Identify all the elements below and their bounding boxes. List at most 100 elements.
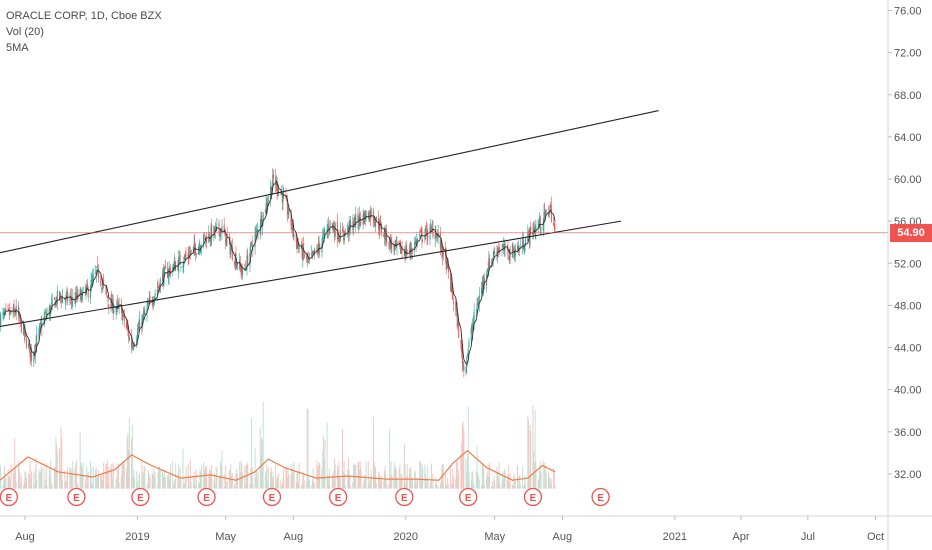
candle-body <box>393 244 395 251</box>
volume-bar <box>292 471 294 489</box>
candle-body <box>157 286 159 288</box>
candle-body <box>147 302 149 306</box>
earnings-marker[interactable]: E <box>523 487 543 507</box>
candle-body <box>270 186 272 195</box>
ma-indicator-label[interactable]: 5MA <box>6 42 29 54</box>
candle-body <box>436 233 438 238</box>
candle-body <box>301 244 303 258</box>
candle-body <box>554 226 556 229</box>
volume-bar <box>72 460 74 489</box>
volume-bar <box>364 475 366 489</box>
candle-body <box>468 341 470 347</box>
moving-average <box>3 180 556 366</box>
volume-bar <box>501 481 503 489</box>
trendlines[interactable] <box>0 110 659 327</box>
volume-bar <box>272 476 274 489</box>
candle-body <box>117 301 119 305</box>
volume-bar <box>229 470 231 489</box>
volume-bar <box>306 481 308 489</box>
candle-body <box>203 234 205 246</box>
volume-bar <box>303 475 305 489</box>
candle-body <box>164 266 166 270</box>
volume-bar <box>467 453 469 489</box>
candle-body <box>247 254 249 266</box>
candle-body <box>519 247 521 249</box>
earnings-marker[interactable]: E <box>67 487 86 507</box>
candle-body <box>219 230 221 237</box>
candle-body <box>431 226 433 229</box>
volume-bar <box>508 465 510 489</box>
candle-body <box>174 261 176 272</box>
earnings-marker[interactable]: E <box>395 487 414 507</box>
candle-body <box>353 216 355 224</box>
candle-body <box>66 292 68 293</box>
candle-body <box>318 241 320 248</box>
candle-body <box>496 251 498 255</box>
candle-body <box>267 199 269 201</box>
volume-bar <box>220 461 222 489</box>
volume-bar <box>540 472 542 489</box>
earnings-circle <box>523 487 543 507</box>
earnings-marker[interactable]: E <box>591 487 610 507</box>
volume-bar <box>422 467 424 489</box>
candle-body <box>522 238 524 250</box>
candle-body <box>323 230 325 236</box>
candle-body <box>514 253 516 258</box>
candle-body <box>74 298 76 304</box>
candle-body <box>306 255 308 257</box>
volume-bar <box>51 486 53 489</box>
candle-body <box>256 229 258 232</box>
volume-indicator-label[interactable]: Vol (20) <box>6 26 44 38</box>
candle-body <box>133 346 135 347</box>
volume-bar <box>163 474 165 489</box>
candle-body <box>152 302 154 304</box>
volume-bar <box>386 483 388 489</box>
earnings-marker[interactable]: E <box>459 487 478 507</box>
volume-bar <box>267 467 269 489</box>
volume-bar <box>178 464 180 489</box>
volume-bar <box>514 481 516 489</box>
candle-body <box>544 208 546 218</box>
candle-body <box>466 357 468 367</box>
symbol-label[interactable]: ORACLE CORP, 1D, Cboe BZX <box>6 10 162 22</box>
earnings-marker[interactable]: E <box>262 487 282 507</box>
candle-body <box>244 268 246 270</box>
volume-bar <box>431 485 433 489</box>
earnings-marker[interactable]: E <box>131 487 150 507</box>
volume-bar <box>394 466 396 489</box>
candle-body <box>131 336 133 348</box>
volume-bar <box>463 430 465 489</box>
volume-bar <box>470 480 472 489</box>
candle-body <box>473 311 475 323</box>
earnings-marker[interactable]: E <box>197 487 216 507</box>
volume-bar <box>177 473 179 489</box>
candle-body <box>86 283 88 289</box>
candle-body <box>4 309 6 312</box>
candle-body <box>539 216 541 229</box>
volume-bar <box>192 475 194 489</box>
volume-bar <box>89 461 91 489</box>
candle-body <box>100 279 102 285</box>
volume-bar <box>14 437 16 489</box>
volume-bar <box>456 461 458 489</box>
candle-body <box>311 252 313 257</box>
candle-body <box>199 246 201 251</box>
candle-body <box>420 230 422 232</box>
volume-bar <box>74 468 76 489</box>
candle-body <box>218 222 220 232</box>
volume-bar <box>242 473 244 489</box>
volume-bar <box>458 470 460 489</box>
volume-bar <box>214 473 216 489</box>
volume-bar <box>286 476 288 489</box>
candle-body <box>127 327 129 332</box>
volume-bar <box>85 485 87 489</box>
volume-bar <box>168 479 170 489</box>
volume-bar <box>10 463 12 489</box>
earnings-marker[interactable]: E <box>328 487 348 507</box>
candle-body <box>95 271 97 275</box>
candle-body <box>215 226 217 228</box>
earnings-marker[interactable]: E <box>0 487 18 507</box>
ma-line <box>3 180 556 366</box>
